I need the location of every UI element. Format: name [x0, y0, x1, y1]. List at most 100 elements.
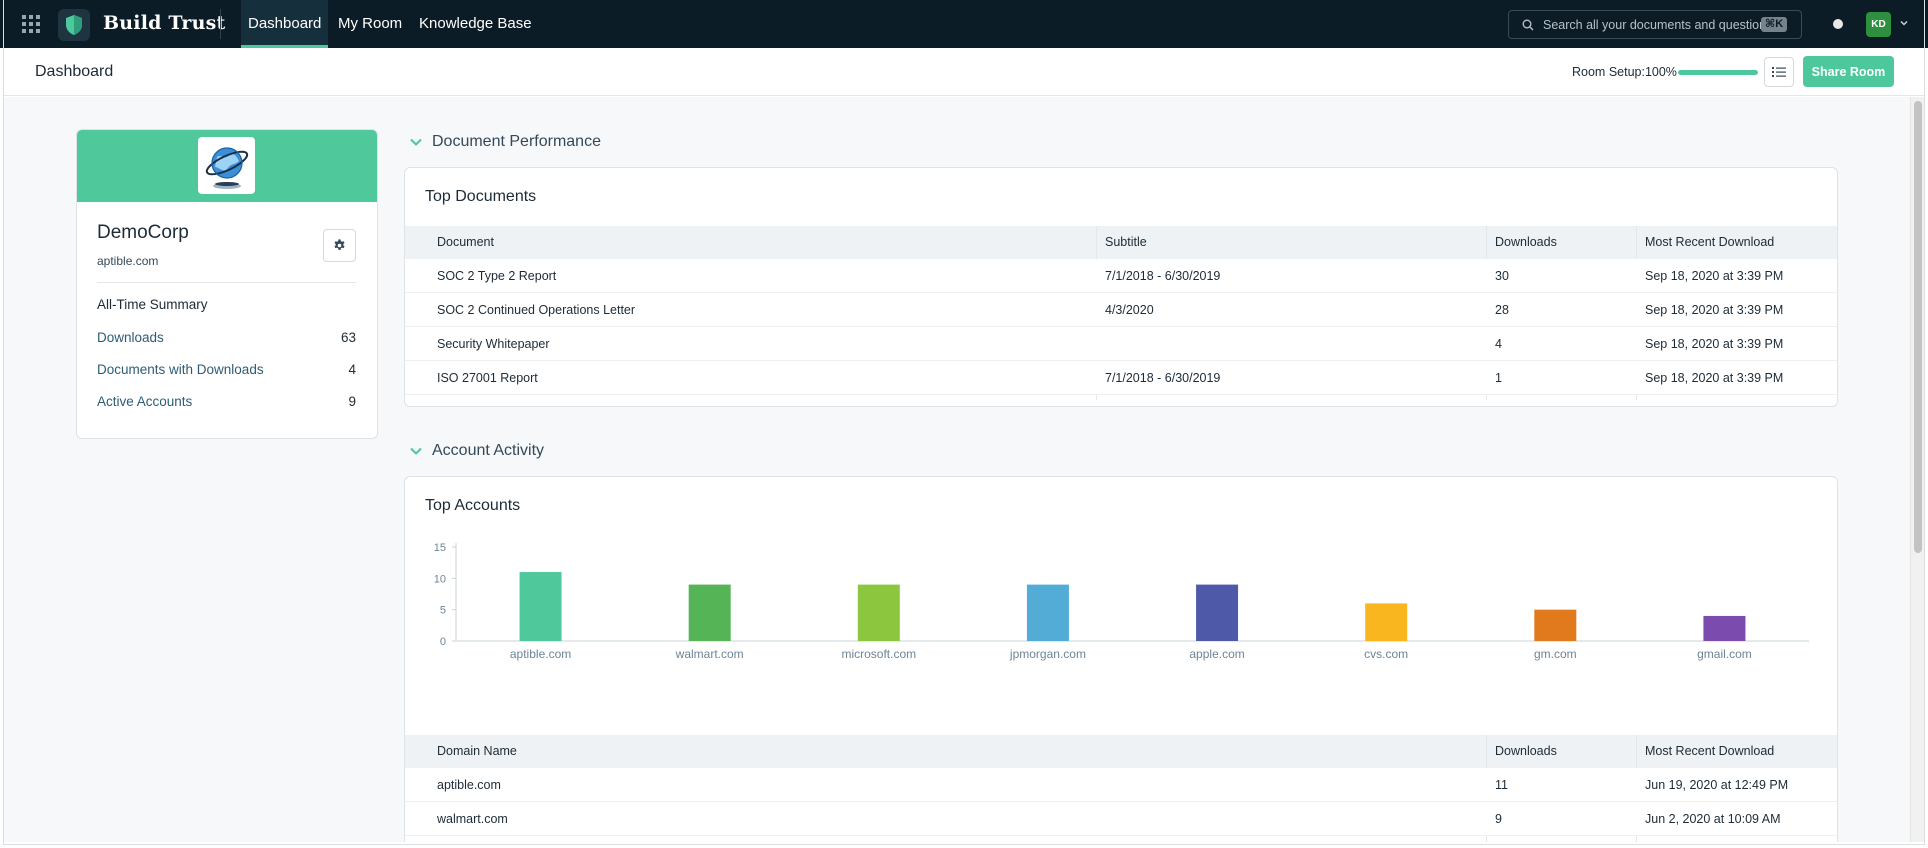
domain-name[interactable]: walmart.com — [437, 812, 508, 826]
document-recent-download: Sep 18, 2020 at 3:39 PM — [1645, 303, 1784, 317]
table-header: Document Subtitle Downloads Most Recent … — [405, 226, 1837, 259]
page-title: Dashboard — [35, 63, 114, 80]
gear-icon — [334, 239, 345, 250]
scrollbar-thumb[interactable] — [1914, 101, 1922, 553]
globe-logo-icon — [205, 146, 248, 189]
company-name: DemoCorp — [97, 222, 189, 243]
tab-knowledge-base[interactable]: Knowledge Base — [419, 15, 532, 32]
column-header-document[interactable]: Document — [437, 235, 494, 249]
summary-value: 63 — [340, 330, 356, 345]
x-tick-label: gmail.com — [1697, 647, 1752, 661]
summary-title: All-Time Summary — [97, 297, 208, 312]
domain-name[interactable]: aptible.com — [437, 778, 501, 792]
dashboard-content: DemoCorp aptible.com All-Time Summary Do… — [4, 97, 1910, 842]
nav-divider — [220, 9, 221, 39]
top-navigation-bar: Build Trust Dashboard My Room Knowledge … — [0, 0, 1928, 48]
tab-dashboard[interactable]: Dashboard — [241, 0, 329, 48]
x-tick-label: gm.com — [1534, 647, 1577, 661]
company-logo — [198, 137, 255, 194]
notification-dot-icon[interactable] — [1833, 19, 1843, 29]
bar-aptible.com[interactable] — [519, 572, 562, 641]
document-subtitle: 7/1/2018 - 6/30/2019 — [1105, 371, 1221, 385]
section-title: Document Performance — [432, 133, 601, 150]
bar-apple.com[interactable] — [1196, 584, 1239, 641]
list-icon — [1772, 67, 1786, 77]
document-performance-toggle[interactable]: Document Performance — [408, 131, 601, 153]
shield-logo-icon — [58, 9, 90, 41]
bar-cvs.com[interactable] — [1365, 603, 1408, 641]
y-tick-label: 10 — [434, 573, 446, 585]
table-row[interactable]: SOC 2 Type 2 Report 7/1/2018 - 6/30/2019… — [405, 259, 1837, 293]
table-row[interactable]: walmart.com 9 Jun 2, 2020 at 10:09 AM — [405, 802, 1837, 836]
document-subtitle: 4/3/2020 — [1105, 303, 1154, 317]
search-input[interactable]: Search all your documents and questions … — [1508, 10, 1802, 39]
table-row[interactable]: SOC 2 Continued Operations Letter 4/3/20… — [405, 293, 1837, 327]
brand-name[interactable]: Build Trust — [103, 12, 226, 34]
section-title: Account Activity — [432, 442, 545, 459]
room-setup-progress-fill — [1678, 70, 1758, 75]
summary-label: Active Accounts — [97, 394, 193, 409]
bar-walmart.com[interactable] — [688, 584, 731, 641]
page-header: Dashboard Room Setup:100% Share Room — [4, 48, 1924, 96]
chevron-down-icon — [410, 447, 422, 455]
table-row[interactable]: Security Whitepaper 4 Sep 18, 2020 at 3:… — [405, 327, 1837, 361]
chevron-down-icon — [410, 138, 422, 146]
company-settings-button[interactable] — [323, 229, 356, 262]
document-name[interactable]: SOC 2 Continued Operations Letter — [437, 303, 636, 317]
x-tick-label: aptible.com — [510, 647, 571, 661]
card-divider — [97, 282, 356, 283]
search-icon — [1522, 19, 1534, 31]
document-downloads: 4 — [1495, 337, 1502, 351]
bar-jpmorgan.com[interactable] — [1026, 584, 1069, 641]
summary-row-documents-with-downloads: Documents with Downloads 4 — [97, 362, 356, 380]
document-name[interactable]: SOC 2 Type 2 Report — [437, 269, 557, 283]
x-tick-label: walmart.com — [675, 647, 744, 661]
share-room-button[interactable]: Share Room — [1803, 56, 1894, 87]
document-recent-download: Sep 18, 2020 at 3:39 PM — [1645, 269, 1784, 283]
bar-gmail.com[interactable] — [1703, 615, 1746, 641]
company-card: DemoCorp aptible.com All-Time Summary Do… — [76, 129, 378, 439]
search-placeholder: Search all your documents and questions — [1543, 18, 1773, 32]
document-downloads: 28 — [1495, 303, 1509, 317]
table-row[interactable]: aptible.com 11 Jun 19, 2020 at 12:49 PM — [405, 768, 1837, 802]
account-activity-toggle[interactable]: Account Activity — [408, 440, 544, 462]
document-name[interactable]: ISO 27001 Report — [437, 371, 538, 385]
checklist-button[interactable] — [1764, 57, 1794, 87]
top-accounts-panel: Top Accounts 0 5 10 15 aptible.com walmart.co… — [404, 476, 1838, 842]
vertical-scrollbar[interactable] — [1910, 97, 1924, 842]
y-tick-label: 15 — [434, 542, 446, 554]
keyboard-shortcut-badge: ⌘K — [1761, 17, 1788, 32]
chevron-down-icon[interactable] — [1899, 18, 1909, 28]
column-header-downloads[interactable]: Downloads — [1495, 744, 1557, 758]
x-tick-label: jpmorgan.com — [1009, 647, 1086, 661]
panel-title: Top Documents — [425, 188, 537, 205]
bar-microsoft.com[interactable] — [857, 584, 900, 641]
column-header-most-recent-download[interactable]: Most Recent Download — [1645, 744, 1775, 758]
app-grid-icon[interactable] — [22, 15, 40, 33]
panel-title: Top Accounts — [425, 497, 521, 514]
table-header: Domain Name Downloads Most Recent Downlo… — [405, 735, 1837, 768]
x-tick-label: cvs.com — [1364, 647, 1408, 661]
domain-downloads: 9 — [1495, 812, 1502, 826]
x-tick-label: apple.com — [1189, 647, 1244, 661]
document-recent-download: Sep 18, 2020 at 3:39 PM — [1645, 337, 1784, 351]
domain-downloads: 11 — [1495, 778, 1508, 792]
table-row[interactable]: ISO 27001 Report 7/1/2018 - 6/30/2019 1 … — [405, 361, 1837, 395]
tab-my-room[interactable]: My Room — [338, 15, 403, 32]
y-tick-label: 5 — [440, 605, 446, 617]
y-tick-label: 0 — [440, 636, 446, 648]
summary-label: Documents with Downloads — [97, 362, 264, 377]
summary-value: 9 — [348, 394, 356, 409]
document-downloads: 30 — [1495, 269, 1509, 283]
column-header-most-recent-download[interactable]: Most Recent Download — [1645, 235, 1775, 249]
column-header-subtitle[interactable]: Subtitle — [1105, 235, 1147, 249]
column-header-downloads[interactable]: Downloads — [1495, 235, 1557, 249]
summary-label: Downloads — [97, 330, 164, 345]
domain-recent-download: Jun 2, 2020 at 10:09 AM — [1645, 812, 1781, 826]
bar-gm.com[interactable] — [1534, 609, 1577, 641]
document-name[interactable]: Security Whitepaper — [437, 337, 550, 351]
column-header-domain-name[interactable]: Domain Name — [437, 744, 517, 758]
top-documents-panel: Top Documents Document Subtitle Download… — [404, 167, 1838, 407]
user-avatar[interactable]: KD — [1866, 12, 1891, 37]
room-setup-label: Room Setup:100% — [1572, 65, 1677, 79]
